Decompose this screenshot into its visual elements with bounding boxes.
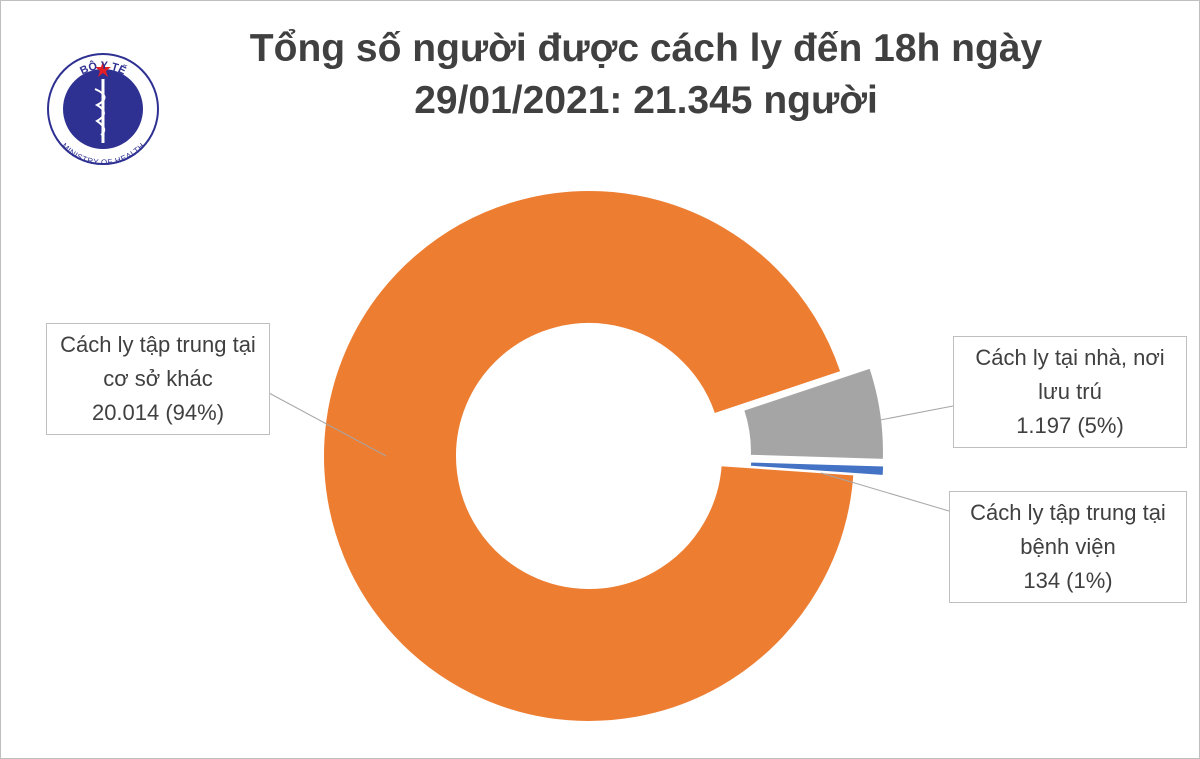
logo-snake <box>94 88 106 136</box>
leader-line <box>820 472 950 512</box>
chart-title: Tổng số người được cách ly đến 18h ngày … <box>249 27 1043 122</box>
value-label: 20.014 (94%) <box>91 400 225 425</box>
leader-line <box>268 392 387 457</box>
data-label: Cách ly tại nhà, nơi lưu trú 1.197 (5%) <box>953 336 1187 448</box>
category: Cách ly tại nhà, nơi lưu trú <box>975 345 1165 404</box>
slice <box>748 460 886 478</box>
logo-star <box>95 61 111 77</box>
category: Cách ly tập trung tại bệnh viện <box>970 500 1166 559</box>
value-label: 1.197 (5%) <box>1016 413 1124 438</box>
category: Cách ly tập trung tại cơ sở khác <box>60 332 256 391</box>
value-label: 134 (1%) <box>1023 568 1113 593</box>
leader-line <box>822 405 954 432</box>
logo: BỘ Y TẾ MINISTRY OF HEALTH <box>47 53 159 167</box>
logo-top-path: BỘ Y TẾ <box>78 59 128 77</box>
slice <box>322 189 856 723</box>
data-label: Cách ly tập trung tại bệnh viện 134 (1%) <box>949 491 1187 603</box>
slice <box>741 366 885 461</box>
logo-top-text: BỘ Y TẾ <box>78 59 128 77</box>
data-label: Cách ly tập trung tại cơ sở khác 20.014 (… <box>46 323 270 435</box>
